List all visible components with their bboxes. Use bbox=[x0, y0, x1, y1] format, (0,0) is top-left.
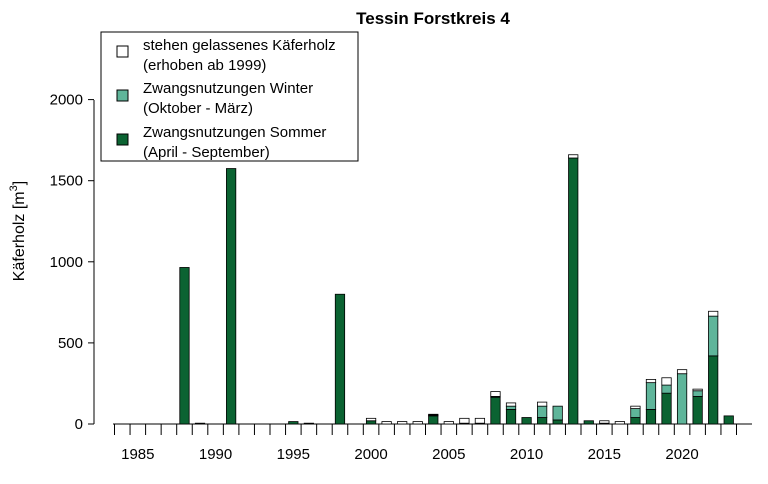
y-tick-label: 1000 bbox=[50, 254, 83, 271]
x-tick-label: 2020 bbox=[665, 446, 698, 463]
bar-sommer-2023 bbox=[723, 415, 734, 425]
y-axis-label-end: ] bbox=[11, 181, 28, 185]
bar-sommer-2021 bbox=[692, 396, 703, 425]
bar-sommer-1996 bbox=[303, 422, 314, 425]
y-axis: 0 500 1000 1500 2000 bbox=[50, 92, 95, 433]
y-axis-label: Käferholz [m3] bbox=[8, 181, 28, 281]
legend-winter-line2: (Oktober - März) bbox=[143, 100, 253, 117]
bar-sommer-2010 bbox=[521, 417, 532, 425]
bar-sommer-2022 bbox=[708, 355, 719, 425]
bar-winter-2020 bbox=[676, 373, 688, 425]
bar-stehen-2016 bbox=[614, 421, 625, 425]
bar-sommer-1991 bbox=[226, 168, 237, 425]
bar-winter-2021 bbox=[692, 390, 703, 397]
legend-sommer-line2: (April - September) bbox=[143, 144, 270, 161]
bar-stehen-2000 bbox=[365, 417, 377, 422]
bar-winter-2011 bbox=[537, 405, 548, 418]
legend-box bbox=[100, 31, 359, 162]
y-axis-label-superscript: 3 bbox=[8, 185, 20, 191]
legend: stehen gelassenes Käferholz (erhoben ab … bbox=[100, 31, 359, 162]
y-tick-label: 0 bbox=[75, 416, 83, 433]
x-tick-label: 1990 bbox=[199, 446, 232, 463]
bar-winter-2019 bbox=[661, 384, 672, 394]
bar-sommer-2018 bbox=[645, 409, 657, 425]
bar-sommer-2008 bbox=[490, 396, 501, 425]
x-tick-label: 2010 bbox=[510, 446, 543, 463]
bar-sommer-1989 bbox=[194, 422, 206, 425]
bar-stehen-2017 bbox=[630, 405, 641, 409]
bar-sommer-2011 bbox=[537, 417, 548, 425]
bar-stehen-2004 bbox=[428, 413, 439, 416]
bar-stehen-2007 bbox=[474, 417, 486, 424]
x-axis: 1985 1990 1995 2000 2005 2010 2015 2020 bbox=[113, 423, 752, 463]
x-tick-label: 1995 bbox=[277, 446, 310, 463]
bar-winter-2022 bbox=[708, 315, 719, 357]
bar-stehen-2002 bbox=[397, 421, 408, 425]
bar-sommer-1988 bbox=[179, 267, 190, 425]
bar-sommer-2000 bbox=[365, 420, 377, 425]
x-tick-label: 1985 bbox=[121, 446, 154, 463]
y-tick-label: 2000 bbox=[50, 92, 83, 109]
bar-sommer-1998 bbox=[334, 293, 346, 425]
bar-sommer-2019 bbox=[661, 392, 672, 425]
bar-stehen-2018 bbox=[645, 378, 657, 384]
legend-sommer-line1: Zwangsnutzungen Sommer bbox=[143, 124, 326, 141]
bar-sommer-2004 bbox=[428, 415, 439, 425]
bar-stehen-2021 bbox=[692, 388, 703, 392]
bar-stehen-2006 bbox=[459, 417, 470, 424]
bar-sommer-2013 bbox=[568, 157, 579, 425]
bar-sommer-2009 bbox=[505, 409, 517, 425]
bar-winter-2012 bbox=[552, 405, 563, 421]
legend-stehen-line2: (erhoben ab 1999) bbox=[143, 57, 266, 74]
x-tick-label: 2015 bbox=[588, 446, 621, 463]
x-tick-label: 2005 bbox=[432, 446, 465, 463]
bar-winter-2017 bbox=[630, 408, 641, 418]
x-tick-label: 2000 bbox=[354, 446, 387, 463]
bar-stehen-2009 bbox=[505, 402, 517, 407]
bars bbox=[179, 154, 734, 425]
legend-swatch-winter bbox=[116, 89, 129, 102]
bar-stehen-2011 bbox=[537, 401, 548, 407]
bar-stehen-2003 bbox=[412, 421, 423, 425]
bar-stehen-2020 bbox=[676, 369, 688, 375]
y-tick-label: 500 bbox=[58, 335, 83, 352]
y-axis-label-main: Käferholz [m bbox=[11, 191, 28, 281]
legend-winter-line1: Zwangsnutzungen Winter bbox=[143, 80, 313, 97]
y-tick-label: 1500 bbox=[50, 173, 83, 190]
bar-winter-2018 bbox=[645, 382, 657, 410]
bar-stehen-2005 bbox=[443, 421, 454, 425]
bar-stehen-2013 bbox=[568, 154, 579, 159]
legend-stehen-line1: stehen gelassenes Käferholz bbox=[143, 37, 336, 54]
bar-sommer-2012 bbox=[552, 419, 563, 425]
bar-sommer-2014 bbox=[583, 420, 594, 425]
chart-title: Tessin Forstkreis 4 bbox=[356, 9, 510, 28]
bar-stehen-2008 bbox=[490, 391, 501, 397]
legend-swatch-sommer bbox=[116, 133, 129, 146]
legend-swatch-stehen bbox=[116, 45, 129, 58]
bar-stehen-2022 bbox=[708, 310, 719, 317]
bar-stehen-2015 bbox=[599, 420, 610, 424]
bar-stehen-2001 bbox=[381, 421, 392, 425]
bar-sommer-2017 bbox=[630, 417, 641, 425]
bar-sommer-1995 bbox=[288, 421, 299, 425]
bar-stehen-2019 bbox=[661, 377, 672, 386]
bar-winter-2009 bbox=[505, 405, 517, 410]
